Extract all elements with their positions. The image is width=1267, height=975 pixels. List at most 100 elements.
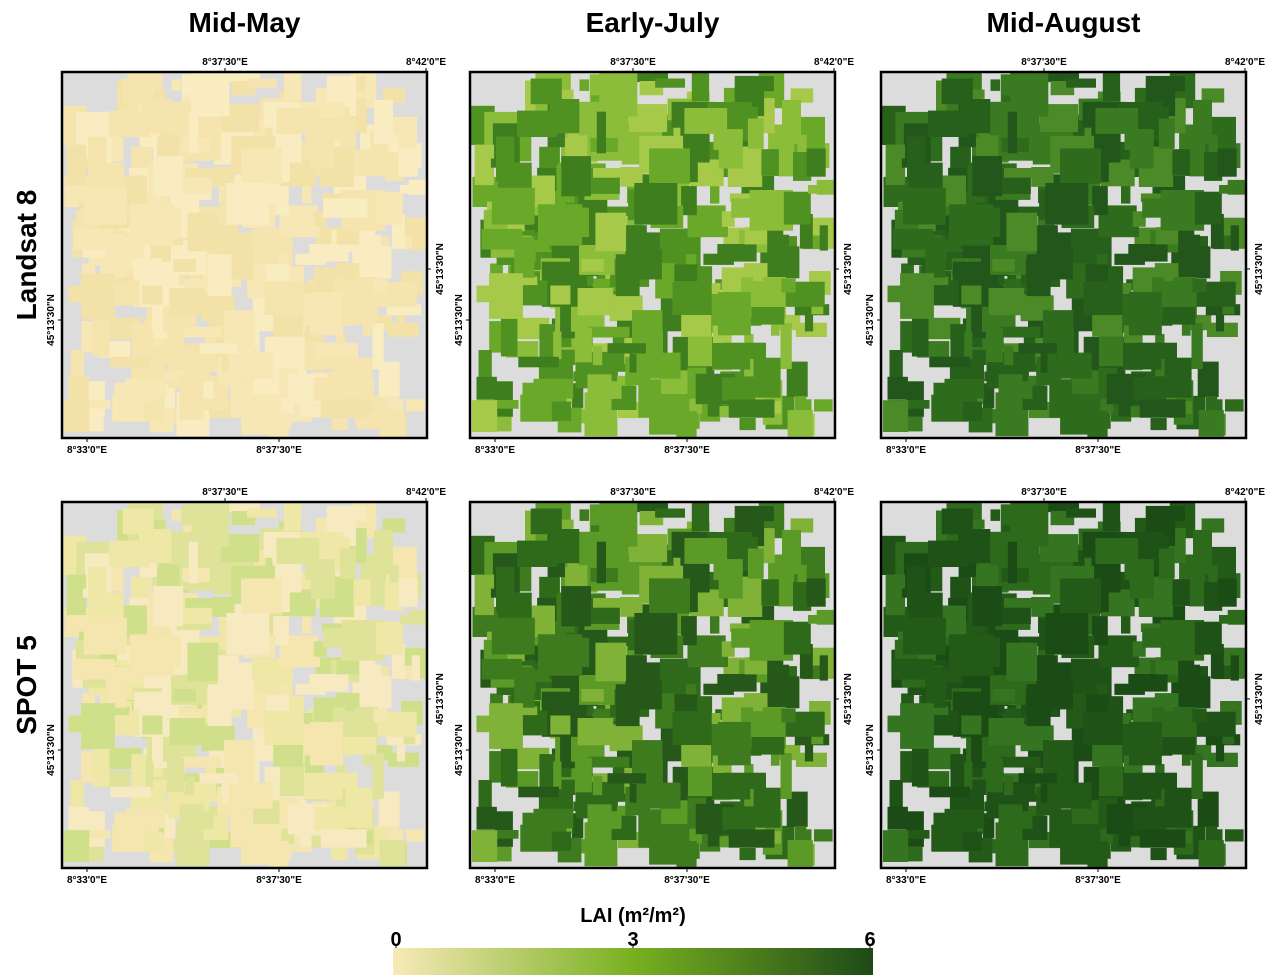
field: [808, 615, 820, 624]
field: [751, 737, 784, 755]
field: [170, 288, 206, 315]
coord-label: 45°13'30"N: [843, 243, 854, 295]
field: [723, 343, 766, 359]
field: [575, 758, 592, 792]
coord-label: 8°33'0"E: [475, 875, 515, 886]
field: [1151, 848, 1167, 860]
field: [718, 722, 751, 765]
field: [1049, 809, 1072, 847]
field: [310, 722, 343, 765]
field: [1134, 773, 1177, 789]
field: [820, 225, 828, 250]
coord-label: 8°42'0"E: [814, 487, 854, 498]
field: [1164, 700, 1174, 712]
field: [345, 700, 355, 712]
field: [517, 111, 558, 137]
field: [266, 694, 289, 711]
field: [230, 809, 253, 847]
field: [180, 757, 221, 768]
field: [311, 559, 335, 599]
field: [1192, 323, 1203, 369]
field: [907, 137, 925, 182]
field: [1027, 254, 1051, 296]
field: [1133, 807, 1166, 830]
field: [999, 374, 1023, 420]
field: [1004, 168, 1033, 178]
field: [883, 830, 908, 862]
field: [925, 667, 945, 708]
field: [634, 613, 677, 655]
field: [1192, 279, 1206, 293]
field: [649, 578, 690, 613]
field: [719, 129, 743, 169]
field: [153, 156, 183, 196]
field: [538, 204, 582, 245]
field: [374, 100, 393, 144]
field: [593, 598, 622, 608]
field: [729, 399, 775, 417]
field: [1008, 542, 1017, 584]
coord-label: 45°13'30"N: [843, 673, 854, 725]
field: [123, 509, 154, 535]
coord-label: 8°37'30"E: [1021, 487, 1067, 498]
field: [674, 694, 697, 711]
field: [531, 79, 562, 105]
field: [238, 760, 255, 799]
field: [492, 188, 535, 225]
field: [761, 149, 779, 176]
field: [1099, 333, 1123, 366]
field: [1027, 684, 1051, 726]
field: [93, 313, 110, 357]
field: [681, 186, 697, 215]
field: [807, 579, 826, 607]
figure: Mid-MayEarly-JulyMid-AugustLandsat 88°37…: [0, 0, 1267, 975]
field: [399, 149, 418, 177]
field: [531, 509, 562, 535]
coord-label: 45°13'30"N: [1254, 243, 1265, 295]
field: [907, 567, 925, 612]
field: [280, 333, 304, 366]
field: [1199, 840, 1224, 867]
field: [380, 840, 405, 867]
field: [692, 503, 709, 531]
field: [311, 129, 335, 169]
field: [81, 273, 115, 319]
coord-label: 8°37'30"E: [610, 487, 656, 498]
field: [999, 804, 1023, 850]
field: [173, 689, 196, 702]
field: [340, 119, 356, 149]
field: [247, 509, 277, 518]
field: [1218, 579, 1237, 607]
colorbar-tick-label: 6: [864, 929, 875, 951]
coord-label: 45°13'30"N: [454, 724, 465, 776]
coord-label: 45°13'30"N: [46, 294, 57, 346]
field: [180, 804, 204, 850]
field: [814, 829, 833, 841]
field: [321, 829, 367, 847]
field: [265, 282, 304, 315]
field: [332, 418, 348, 430]
field: [1095, 538, 1138, 564]
field: [496, 137, 514, 182]
field: [673, 712, 712, 745]
coord-label: 8°42'0"E: [1225, 57, 1265, 68]
coord-label: 45°13'30"N: [46, 724, 57, 776]
field: [412, 225, 420, 250]
field: [1008, 112, 1017, 154]
field: [345, 270, 355, 282]
field: [284, 73, 301, 101]
field: [399, 579, 418, 607]
field: [173, 259, 196, 272]
field: [761, 579, 779, 606]
field: [200, 773, 240, 783]
field: [580, 509, 590, 521]
map-panel: [881, 72, 1246, 438]
coord-label: 45°13'30"N: [865, 294, 876, 346]
field: [208, 254, 232, 296]
field: [553, 332, 561, 360]
field: [477, 377, 497, 400]
field: [321, 399, 367, 417]
field: [784, 622, 811, 655]
field: [110, 357, 151, 368]
field: [1004, 598, 1033, 608]
